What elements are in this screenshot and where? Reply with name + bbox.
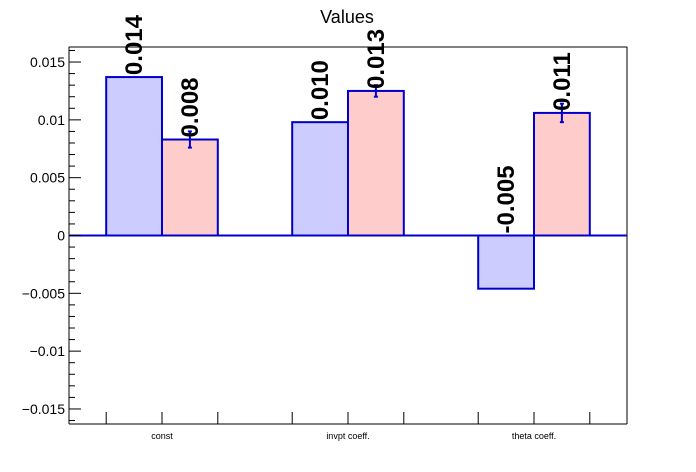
bar-1-1 <box>105 76 163 237</box>
chart-title: Values <box>320 7 374 27</box>
bar-2-1 <box>161 138 219 237</box>
data-label-1-1: 0.014 <box>121 14 148 75</box>
bar-1-3 <box>477 234 536 290</box>
y-tick-label-1: 0.015 <box>30 54 65 70</box>
data-label-1-3: -0.005 <box>493 165 520 233</box>
data-label-2-3: 0.011 <box>549 52 576 111</box>
x-tick-label-1: const <box>151 431 173 441</box>
bar-1-2 <box>291 121 350 237</box>
y-tick-label-7: −0.015 <box>22 401 65 417</box>
y-tick-label-2: 0.01 <box>38 112 65 128</box>
y-tick-label-3: 0.005 <box>30 170 65 186</box>
data-label-2-2: 0.013 <box>363 29 390 89</box>
data-label-1-2: 0.010 <box>307 60 334 120</box>
x-tick-label-3: theta coeff. <box>512 431 556 441</box>
y-tick-label-4: 0 <box>57 228 65 244</box>
y-tick-label-5: −0.005 <box>22 285 65 301</box>
bar-2-2 <box>347 89 405 237</box>
data-label-2-1: 0.008 <box>177 77 204 137</box>
x-tick-label-2: invpt coeff. <box>326 431 369 441</box>
y-tick-label-6: −0.01 <box>30 343 66 359</box>
axes-layer: 0.015 0.01 0.005 0 −0.005 −0.01 −0.015 const inv… <box>22 46 628 441</box>
data-labels-layer: 0.014 0.010 -0.005 0.008 0.013 0.011 <box>121 14 576 233</box>
bar-2-3 <box>533 111 591 237</box>
